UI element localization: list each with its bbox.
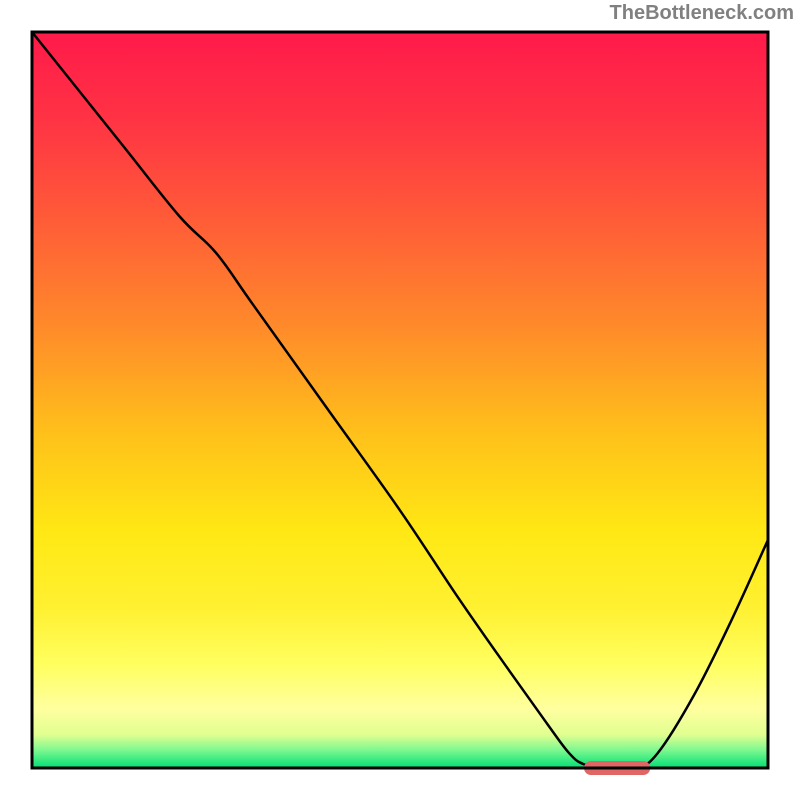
bottleneck-chart (0, 0, 800, 800)
gradient-background (32, 32, 768, 768)
chart-container: TheBottleneck.com (0, 0, 800, 800)
plot-area (32, 32, 768, 775)
watermark-text: TheBottleneck.com (610, 2, 794, 25)
